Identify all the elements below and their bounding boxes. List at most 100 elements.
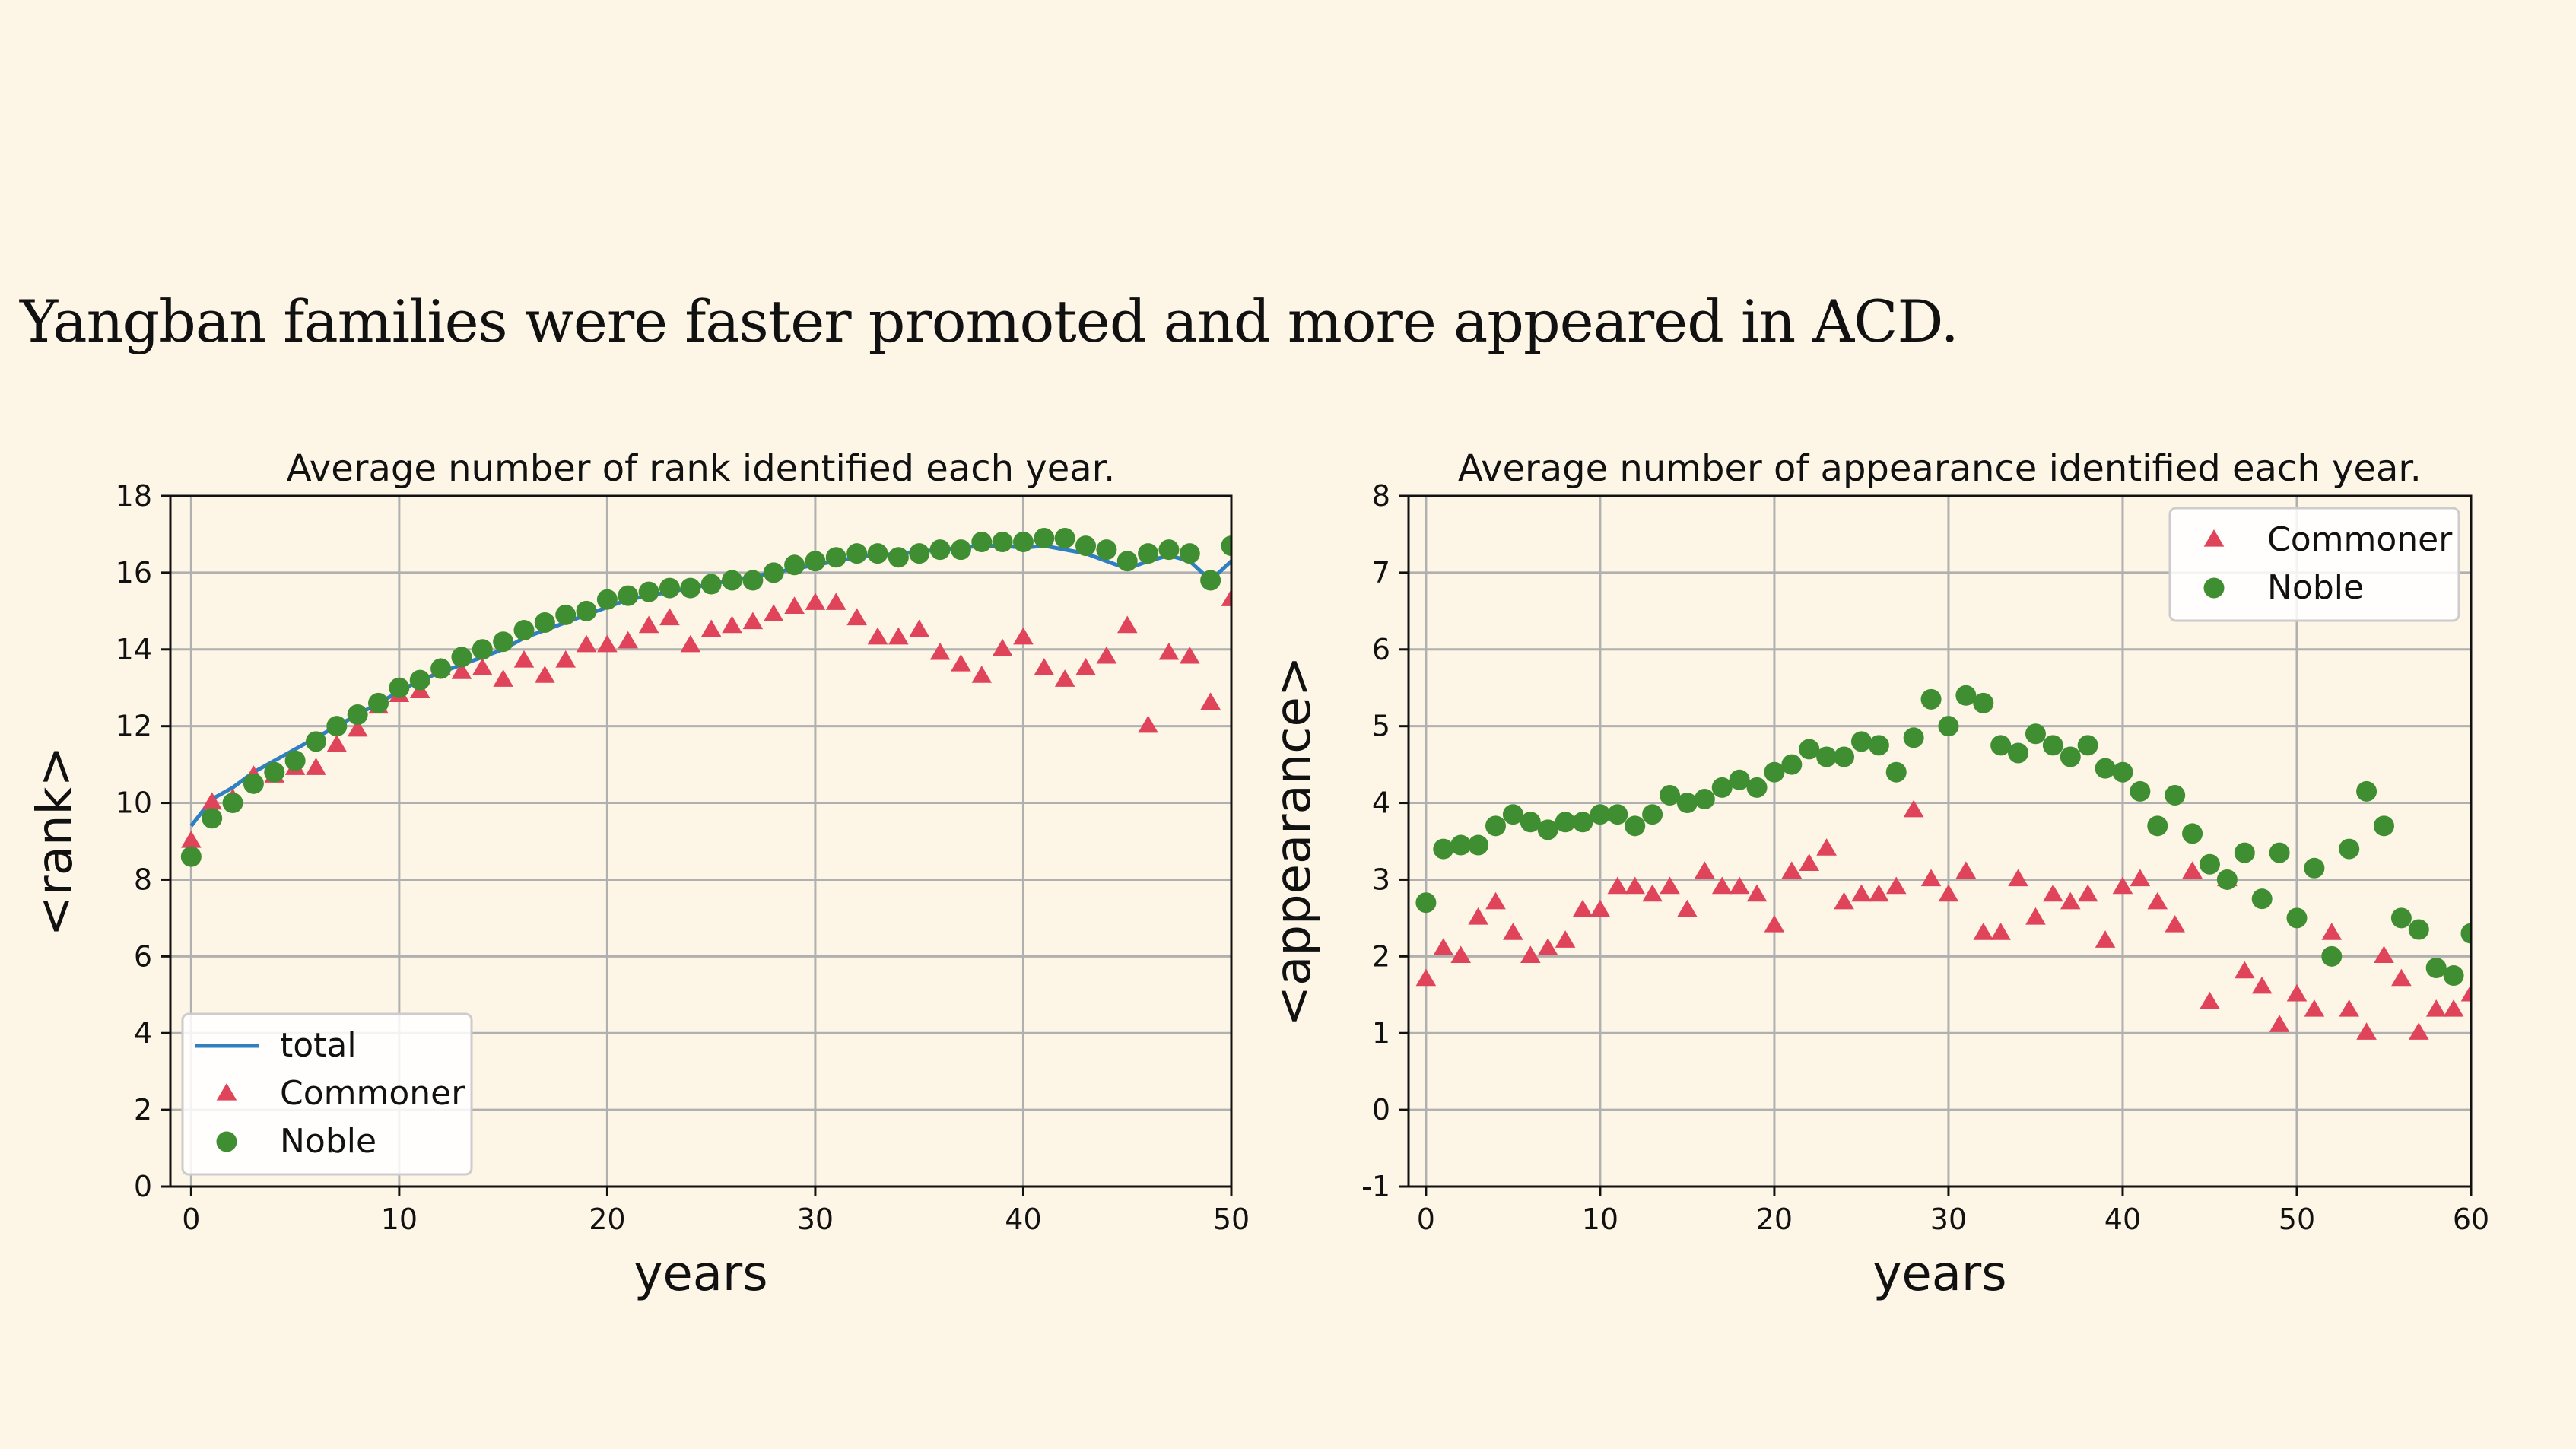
commoner-point	[805, 593, 826, 610]
x-tick-label: 40	[1005, 1203, 1041, 1236]
noble-point	[1158, 539, 1180, 561]
noble-point	[1746, 777, 1768, 798]
noble-point	[971, 532, 993, 553]
noble-point	[1850, 731, 1872, 752]
commoner-point	[1054, 669, 1075, 687]
commoner-point	[2443, 999, 2464, 1017]
noble-point	[2199, 853, 2220, 875]
y-axis-label: <rank>	[27, 746, 84, 936]
noble-point	[1955, 685, 1977, 706]
noble-point	[555, 604, 577, 625]
y-tick-label: 4	[134, 1016, 152, 1050]
commoner-point	[555, 650, 577, 668]
noble-point	[2425, 957, 2447, 978]
noble-point	[722, 570, 743, 591]
noble-point	[368, 692, 389, 713]
noble-point	[1138, 543, 1159, 564]
commoner-point	[722, 615, 742, 634]
x-tick-label: 30	[797, 1203, 834, 1236]
commoner-point	[1034, 658, 1055, 675]
noble-point	[493, 631, 514, 653]
noble-point	[2408, 919, 2429, 940]
y-tick-label: 1	[1372, 1016, 1390, 1050]
rank-chart: 0 10 20 30 40 50 0 2 4 6 8 10 12 14 16 18 Average number…	[27, 447, 1250, 1302]
commoner-point	[2200, 991, 2220, 1009]
legend-box	[181, 1012, 473, 1176]
noble-point	[513, 620, 535, 641]
noble-point	[1729, 769, 1750, 790]
commoner-point	[2425, 999, 2447, 1017]
x-tick-label: 20	[1756, 1203, 1793, 1236]
noble-point	[2077, 735, 2098, 756]
noble-point	[618, 585, 639, 606]
commoner-point	[2025, 907, 2046, 925]
x-tick-label: 10	[381, 1203, 418, 1236]
commoner-point	[2391, 968, 2412, 987]
legend-box	[2168, 507, 2460, 622]
y-tick-label: 2	[1372, 939, 1390, 973]
noble-point	[451, 647, 472, 668]
commoner-point	[1116, 615, 1138, 634]
commoner-point	[867, 627, 888, 645]
noble-point	[1920, 688, 1942, 710]
commoner-point	[2095, 930, 2116, 948]
legend-label: Noble	[2267, 568, 2364, 607]
noble-point	[1555, 812, 1576, 833]
y-tick-label: 5	[1372, 710, 1390, 743]
noble-point	[1903, 727, 1924, 748]
y-tick-label: 10	[116, 786, 152, 820]
commoner-point	[1013, 627, 1034, 645]
commoner-point	[2165, 914, 2185, 933]
commoner-point	[1485, 891, 1506, 910]
y-tick-label: 8	[1372, 479, 1390, 513]
commoner-point	[2043, 884, 2063, 902]
noble-point	[2321, 945, 2343, 967]
legend-label: total	[280, 1026, 357, 1065]
commoner-point	[951, 653, 971, 672]
noble-point	[1590, 804, 1611, 825]
commoner-point	[1816, 838, 1837, 856]
commoner-point	[2408, 1022, 2429, 1040]
noble-point	[1433, 838, 1454, 860]
noble-point	[638, 581, 659, 602]
slide-title: Yangban families were faster promoted an…	[20, 288, 1959, 355]
commoner-point	[2339, 999, 2359, 1017]
commoner-point	[2269, 1015, 2290, 1032]
noble-point	[430, 658, 452, 679]
y-tick-label: 4	[1372, 786, 1390, 820]
noble-point	[1054, 527, 1075, 548]
noble-point	[1990, 735, 2012, 756]
commoner-point	[1746, 884, 1768, 902]
commoner-point	[2130, 869, 2151, 887]
commoner-point	[1920, 869, 1942, 887]
commoner-point	[1660, 876, 1680, 895]
noble-point	[2443, 965, 2464, 987]
x-tick-label: 20	[589, 1203, 625, 1236]
x-tick-label: 50	[2279, 1203, 2315, 1236]
noble-point	[2130, 780, 2151, 802]
commoner-point	[638, 615, 659, 634]
commoner-point	[1555, 930, 1576, 948]
noble-point	[534, 612, 555, 633]
noble-point	[1868, 735, 1889, 756]
noble-point	[929, 539, 951, 561]
appearance-chart: 0 10 20 30 40 50 60 -1 0 1 2 3 4 5 6 7 8 Average number o…	[1266, 447, 2489, 1302]
noble-point	[763, 562, 784, 583]
commoner-point	[1537, 938, 1558, 955]
commoner-point	[472, 658, 493, 675]
noble-point	[1676, 793, 1698, 814]
noble-point	[222, 793, 243, 814]
y-axis-label: <appearance>	[1266, 656, 1322, 1027]
commoner-point	[306, 758, 326, 775]
y-tick-label: 3	[1372, 863, 1390, 896]
commoner-point	[347, 719, 368, 737]
commoner-point	[1903, 799, 1924, 818]
commoner-point	[1625, 876, 1646, 895]
commoner-point	[1572, 899, 1593, 917]
x-tick-label: 0	[182, 1203, 200, 1236]
noble-point	[2147, 815, 2168, 837]
noble-point	[1537, 819, 1558, 840]
noble-point	[472, 639, 493, 660]
commoner-point	[1415, 968, 1437, 987]
commoner-point	[1179, 646, 1200, 664]
